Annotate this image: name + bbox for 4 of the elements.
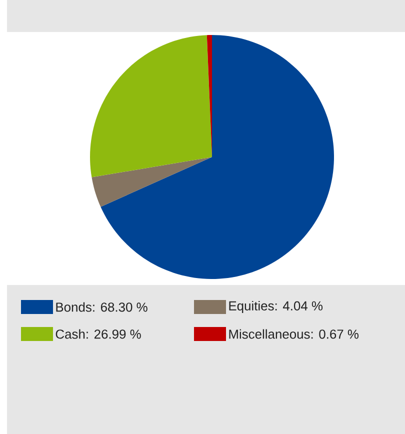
- legend-label: Cash: 26.99 %: [56, 329, 141, 339]
- legend-label: Equities: 4.04 %: [229, 300, 323, 314]
- legend-label: Miscellaneous: 0.67 %: [229, 329, 359, 339]
- legend-label: Bonds: 68.30 %: [56, 302, 148, 312]
